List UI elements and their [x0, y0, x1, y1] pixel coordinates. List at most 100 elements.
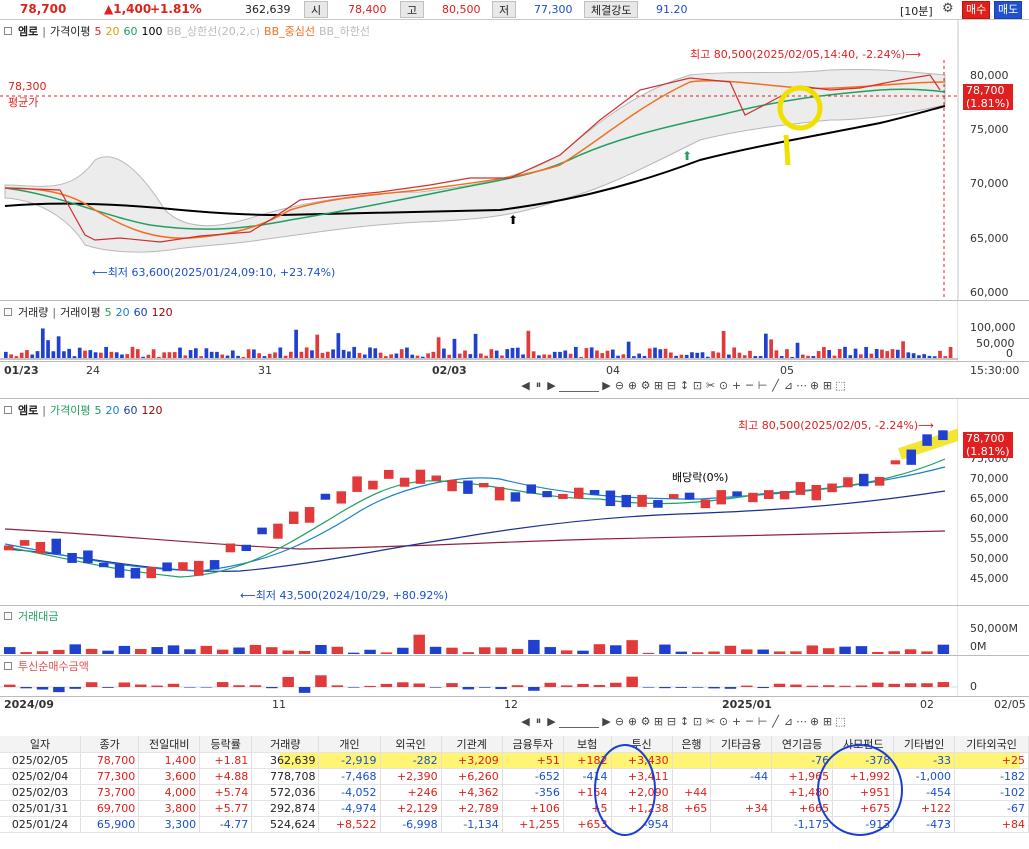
legend-toggle-icon[interactable]	[4, 406, 12, 414]
tool-icon[interactable]: ⊙	[718, 378, 729, 392]
tool-icon[interactable]: ⊿	[783, 378, 794, 392]
zoom-out-icon[interactable]: ⊖	[614, 714, 625, 728]
tool-icon[interactable]: ⊢	[757, 378, 768, 392]
zoom-in-icon[interactable]: ⊕	[627, 714, 638, 728]
open-value: 78,400	[348, 3, 387, 16]
column-header[interactable]: 등락률	[199, 736, 253, 753]
bar	[410, 354, 415, 358]
settings-icon[interactable]: ⚙	[640, 714, 651, 728]
tool-icon[interactable]: ⬚	[835, 378, 846, 392]
column-header[interactable]: 기타법인	[893, 736, 956, 753]
legend-toggle-icon[interactable]	[4, 27, 12, 35]
table-cell: 65,900	[80, 816, 140, 833]
candle	[304, 507, 315, 523]
tool-icon[interactable]: ✂	[705, 378, 716, 392]
tool-icon[interactable]: ↕	[679, 378, 690, 392]
crosshair-icon[interactable]: +	[731, 378, 742, 392]
column-header[interactable]: 거래량	[251, 736, 320, 753]
intraday-price-chart[interactable]: 엠로 | 가격이평 5 20 60 100 BB_상한선(20,2,c) BB_…	[0, 20, 1029, 300]
play-icon[interactable]: ▶	[547, 378, 556, 392]
tool-icon[interactable]: ⊕	[809, 714, 820, 728]
column-header[interactable]: 연기금등	[771, 736, 834, 753]
tool-icon[interactable]: ⬚	[835, 714, 846, 728]
table-row[interactable]: 025/02/05 78,700 1,400 +1.81 362,639 -2,919 -2…	[0, 752, 1029, 769]
tool-icon[interactable]: ↕	[679, 714, 690, 728]
tool-icon[interactable]: ⋯	[796, 378, 807, 392]
tool-icon[interactable]: ✂	[705, 714, 716, 728]
column-header[interactable]: 종가	[80, 736, 140, 753]
x-tick: 2024/09	[4, 698, 54, 711]
column-header[interactable]: 외국인	[380, 736, 442, 753]
column-header[interactable]: 전일대비	[138, 736, 201, 753]
pause-icon[interactable]: ⏸	[535, 714, 542, 727]
tool-icon[interactable]: ⊞	[653, 714, 664, 728]
scroll-right-icon[interactable]: ▶	[602, 714, 611, 728]
tool-icon[interactable]: ⊿	[783, 714, 794, 728]
bar	[362, 354, 367, 358]
trust-netbuy-chart[interactable]: 투신순매수금액 0 2024/09 11 12 2025/01 02 02/05	[0, 655, 1029, 711]
candle	[827, 483, 837, 493]
scroll-right-icon[interactable]: ▶	[602, 378, 611, 392]
column-header[interactable]: 개인	[318, 736, 381, 753]
scroll-left-icon[interactable]: ◀	[521, 378, 530, 392]
column-header[interactable]: 보험	[563, 736, 612, 753]
legend-toggle-icon[interactable]	[4, 662, 12, 670]
gear-icon[interactable]: ⚙	[942, 1, 954, 16]
column-header[interactable]: 금융투자	[502, 736, 564, 753]
tool-icon[interactable]: ⊡	[692, 378, 703, 392]
column-header[interactable]: 기타외국인	[954, 736, 1029, 753]
trend-icon[interactable]: ╱	[772, 378, 779, 392]
tool-icon[interactable]: ⋯	[796, 714, 807, 728]
intraday-volume-chart[interactable]: 거래량 | 거래이평 5 20 60 120 100,000 50,000 0 …	[0, 300, 1029, 380]
candle	[463, 480, 473, 494]
crosshair-icon[interactable]: +	[731, 714, 742, 728]
tool-icon[interactable]: ⊟	[666, 714, 677, 728]
legend-toggle-icon[interactable]	[4, 308, 12, 316]
table-row[interactable]: 025/01/24 65,900 3,300 -4.77 524,624 +8,522 -6…	[0, 816, 1029, 833]
scroll-slider[interactable]	[559, 378, 599, 392]
settings-icon[interactable]: ⚙	[640, 378, 651, 392]
table-row[interactable]: 025/01/31 69,700 3,800 +5.77 292,874 -4,974 +2…	[0, 800, 1029, 817]
buy-button[interactable]: 매수	[962, 1, 991, 19]
trading-amount-chart[interactable]: 거래대금 50,000M 0M	[0, 605, 1029, 656]
column-header[interactable]: 투신	[611, 736, 673, 753]
bar	[20, 652, 32, 654]
sell-button[interactable]: 매도	[994, 1, 1023, 19]
table-cell: +675	[832, 800, 895, 817]
column-header[interactable]: 일자	[0, 736, 82, 753]
tool-icon[interactable]: ⊕	[809, 378, 820, 392]
tool-icon[interactable]: ⊢	[757, 714, 768, 728]
zoom-in-icon[interactable]: ⊕	[627, 378, 638, 392]
scroll-slider[interactable]	[559, 714, 599, 728]
tool-icon[interactable]: ⊙	[718, 714, 729, 728]
column-header[interactable]: 사모펀드	[832, 736, 895, 753]
interval-selector[interactable]: [10분]	[900, 5, 933, 18]
tool-icon[interactable]: ⊟	[666, 378, 677, 392]
candle	[938, 430, 948, 441]
bar	[948, 346, 953, 358]
line-icon[interactable]: ─	[746, 378, 753, 392]
daily-price-chart[interactable]: 엠로 | 가격이평 5 20 60 120 최고 80,500(2025/02/…	[0, 398, 1029, 606]
play-icon[interactable]: ▶	[547, 714, 556, 728]
pause-icon[interactable]: ⏸	[535, 378, 542, 391]
y-tick: 55,000	[970, 532, 1009, 545]
column-header[interactable]: 기관계	[441, 736, 503, 753]
tool-icon[interactable]: ⊞	[653, 378, 664, 392]
bar	[294, 329, 298, 358]
tool-icon[interactable]: ⊞	[822, 714, 833, 728]
line-icon[interactable]: ─	[746, 714, 753, 728]
trend-icon[interactable]: ╱	[772, 714, 779, 728]
table-row[interactable]: 025/02/04 77,300 3,600 +4.88 778,708 -7,468 +2…	[0, 768, 1029, 785]
bar	[859, 354, 863, 358]
column-header[interactable]: 기타금융	[710, 736, 773, 753]
column-header[interactable]: 은행	[672, 736, 712, 753]
tool-icon[interactable]: ⊞	[822, 378, 833, 392]
table-cell: +3,209	[441, 752, 503, 769]
bar	[610, 349, 615, 358]
table-row[interactable]: 025/02/03 73,700 4,000 +5.74 572,036 -4,052 +2…	[0, 784, 1029, 801]
zoom-out-icon[interactable]: ⊖	[614, 378, 625, 392]
candle	[542, 491, 552, 498]
scroll-left-icon[interactable]: ◀	[521, 714, 530, 728]
tool-icon[interactable]: ⊡	[692, 714, 703, 728]
legend-toggle-icon[interactable]	[4, 612, 12, 620]
